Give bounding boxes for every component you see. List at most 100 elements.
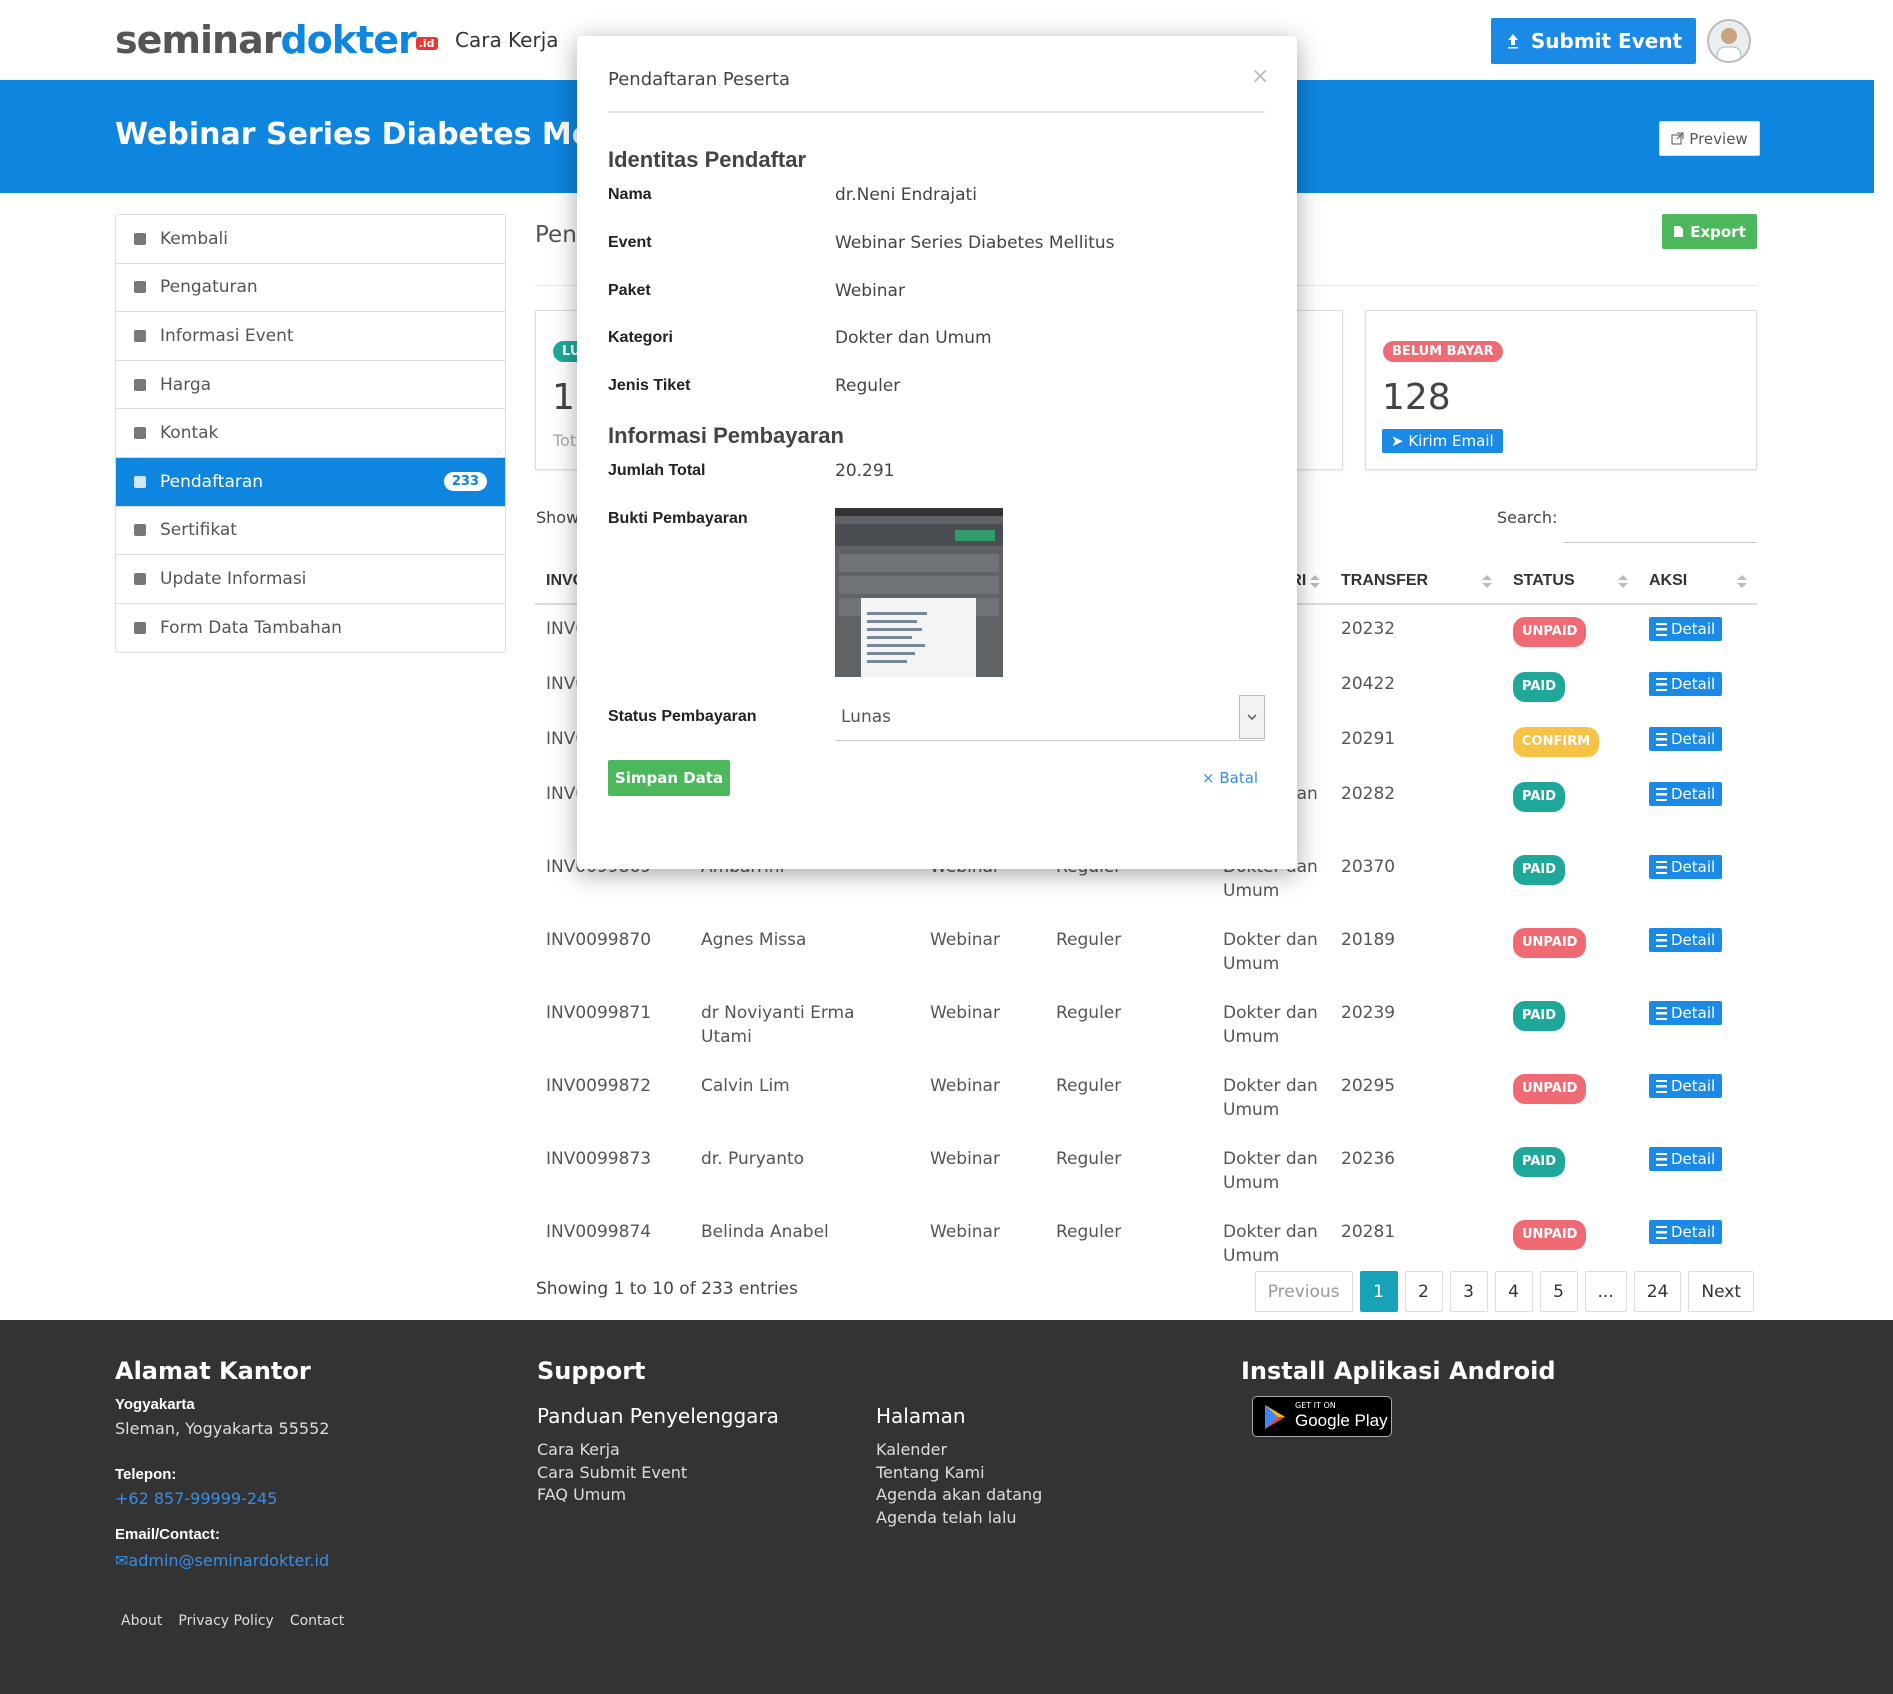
field-value: Webinar Series Diabetes Mellitus bbox=[835, 232, 1115, 253]
google-play-badge[interactable]: GET IT ON Google Play bbox=[1252, 1396, 1392, 1437]
name: dr. Puryanto bbox=[701, 1149, 805, 1169]
sidebar-item[interactable]: Update Informasi bbox=[116, 555, 505, 604]
logo[interactable]: seminardokter .id bbox=[115, 14, 438, 66]
page-button[interactable]: 5 bbox=[1539, 1271, 1578, 1312]
page-button[interactable]: 1 bbox=[1359, 1271, 1398, 1312]
modal-close[interactable]: × bbox=[1251, 64, 1270, 89]
cell-transfer: 20232 bbox=[1330, 604, 1502, 660]
status-badge: UNPAID bbox=[1513, 928, 1587, 958]
sidebar-item[interactable]: Harga bbox=[116, 361, 505, 410]
column-header[interactable]: STATUS bbox=[1502, 559, 1638, 605]
page-button[interactable]: Next bbox=[1688, 1271, 1754, 1312]
field-value: 20.291 bbox=[835, 461, 895, 481]
paket: Webinar bbox=[930, 930, 1000, 950]
list-icon bbox=[1656, 623, 1667, 636]
footer-link[interactable]: Agenda telah lalu bbox=[876, 1507, 1017, 1527]
sort-icon bbox=[1737, 575, 1747, 588]
sort-icon bbox=[1482, 575, 1492, 588]
detail-button[interactable]: Detail bbox=[1649, 617, 1723, 641]
page-button[interactable]: 24 bbox=[1633, 1271, 1682, 1312]
button-label: Export bbox=[1690, 222, 1746, 241]
page-button[interactable]: 3 bbox=[1449, 1271, 1488, 1312]
preview-button[interactable]: Preview bbox=[1659, 121, 1760, 156]
nav-link[interactable]: Cara Kerja bbox=[455, 28, 559, 52]
footer-link[interactable]: Agenda akan datang bbox=[876, 1485, 1043, 1504]
detail-button[interactable]: Detail bbox=[1649, 1074, 1723, 1098]
kategori: Dokter dan Umum bbox=[1223, 1149, 1318, 1193]
cell-status: CONFIRM bbox=[1502, 715, 1638, 770]
table-row: INV0099873 dr. Puryanto Webinar Reguler Dokt… bbox=[535, 1135, 1757, 1208]
sidebar-item[interactable]: Pendaftaran 233 bbox=[116, 457, 505, 507]
footer-link[interactable]: FAQ Umum bbox=[537, 1485, 627, 1504]
sidebar-item[interactable]: Pengaturan bbox=[116, 264, 505, 313]
footer-bottom-link[interactable]: About bbox=[121, 1613, 163, 1629]
status-select[interactable]: Lunas bbox=[835, 695, 1265, 741]
sidebar-icon bbox=[134, 475, 146, 488]
header-label: TRANSFER bbox=[1341, 572, 1429, 589]
logo-text: seminar bbox=[115, 18, 281, 62]
email-button[interactable]: ➤ Kirim Email bbox=[1382, 429, 1503, 453]
kategori: Dokter dan Umum bbox=[1223, 1076, 1318, 1120]
footer-bottom-link[interactable]: Privacy Policy bbox=[178, 1613, 274, 1629]
cell-status: PAID bbox=[1502, 1135, 1638, 1208]
footer-link[interactable]: Kalender bbox=[876, 1440, 948, 1459]
sidebar-item[interactable]: Informasi Event bbox=[116, 312, 505, 361]
footer-link[interactable]: Cara Kerja bbox=[537, 1440, 620, 1459]
page-button[interactable]: ... bbox=[1584, 1271, 1627, 1312]
payment-proof-image[interactable] bbox=[835, 508, 1003, 677]
sidebar-item[interactable]: Kembali bbox=[116, 215, 505, 264]
cancel-link[interactable]: × Batal bbox=[1202, 769, 1259, 787]
sidebar-icon bbox=[134, 281, 146, 294]
detail-button[interactable]: Detail bbox=[1649, 1220, 1723, 1244]
cell-transfer: 20281 bbox=[1330, 1208, 1502, 1281]
tiket: Reguler bbox=[1056, 1076, 1122, 1096]
sidebar-item[interactable]: Sertifikat bbox=[116, 507, 505, 556]
page-button[interactable]: 2 bbox=[1404, 1271, 1443, 1312]
detail-button[interactable]: Detail bbox=[1649, 1001, 1723, 1025]
page-button[interactable]: Previous bbox=[1254, 1271, 1353, 1312]
table-row: INV0099870 Agnes Missa Webinar Reguler Dokte… bbox=[535, 916, 1757, 989]
export-button[interactable]: Export bbox=[1662, 214, 1757, 249]
avatar-image bbox=[1716, 28, 1742, 61]
cell-action: Detail bbox=[1638, 770, 1757, 843]
sidebar-item[interactable]: Kontak bbox=[116, 409, 505, 458]
button-label: Detail bbox=[1671, 620, 1716, 638]
status-badge: PAID bbox=[1513, 1147, 1566, 1177]
kategori: Dokter dan Umum bbox=[1223, 1003, 1318, 1047]
submit-button[interactable]: Submit Event bbox=[1491, 18, 1696, 64]
transfer: 20370 bbox=[1341, 857, 1396, 877]
detail-button[interactable]: Detail bbox=[1649, 928, 1723, 952]
detail-button[interactable]: Detail bbox=[1649, 672, 1723, 696]
search-label: Search: bbox=[1497, 508, 1558, 527]
button-label: Detail bbox=[1671, 730, 1716, 748]
cell-status: UNPAID bbox=[1502, 916, 1638, 989]
tiket: Reguler bbox=[1056, 1149, 1122, 1169]
column-header[interactable]: TRANSFER bbox=[1330, 559, 1502, 605]
save-button[interactable]: Simpan Data bbox=[608, 760, 730, 796]
phone-link[interactable]: +62 857-99999-245 bbox=[115, 1489, 278, 1508]
footer-heading: Support bbox=[537, 1357, 646, 1385]
page-button[interactable]: 4 bbox=[1494, 1271, 1533, 1312]
avatar[interactable] bbox=[1707, 19, 1751, 63]
detail-button[interactable]: Detail bbox=[1649, 727, 1723, 751]
pagination: Previous 1 2 3 4 5... 24 Next bbox=[1254, 1271, 1754, 1312]
detail-button[interactable]: Detail bbox=[1649, 782, 1723, 806]
footer-bottom-link[interactable]: Contact bbox=[289, 1613, 345, 1629]
paket: Webinar bbox=[930, 1003, 1000, 1023]
sidebar-label: Sertifikat bbox=[160, 520, 237, 541]
search-input[interactable] bbox=[1563, 510, 1757, 543]
footer-link[interactable]: Cara Submit Event bbox=[537, 1462, 688, 1482]
column-header[interactable]: AKSI bbox=[1638, 559, 1757, 605]
footer-link[interactable]: Tentang Kami bbox=[876, 1462, 985, 1482]
transfer: 20282 bbox=[1341, 784, 1396, 804]
email-link[interactable]: ✉admin@seminardokter.id bbox=[115, 1551, 329, 1570]
sidebar-item[interactable]: Form Data Tambahan bbox=[116, 604, 505, 653]
cell-transfer: 20295 bbox=[1330, 1062, 1502, 1135]
status-badge: UNPAID bbox=[1513, 1074, 1587, 1104]
select-value: Lunas bbox=[841, 707, 891, 727]
stat-card: BELUM BAYAR 128 ➤ Kirim Email bbox=[1365, 310, 1757, 470]
detail-button[interactable]: Detail bbox=[1649, 855, 1723, 879]
field-label: Event bbox=[608, 233, 652, 251]
detail-button[interactable]: Detail bbox=[1649, 1147, 1723, 1171]
cell-name: Calvin Lim bbox=[690, 1062, 919, 1135]
